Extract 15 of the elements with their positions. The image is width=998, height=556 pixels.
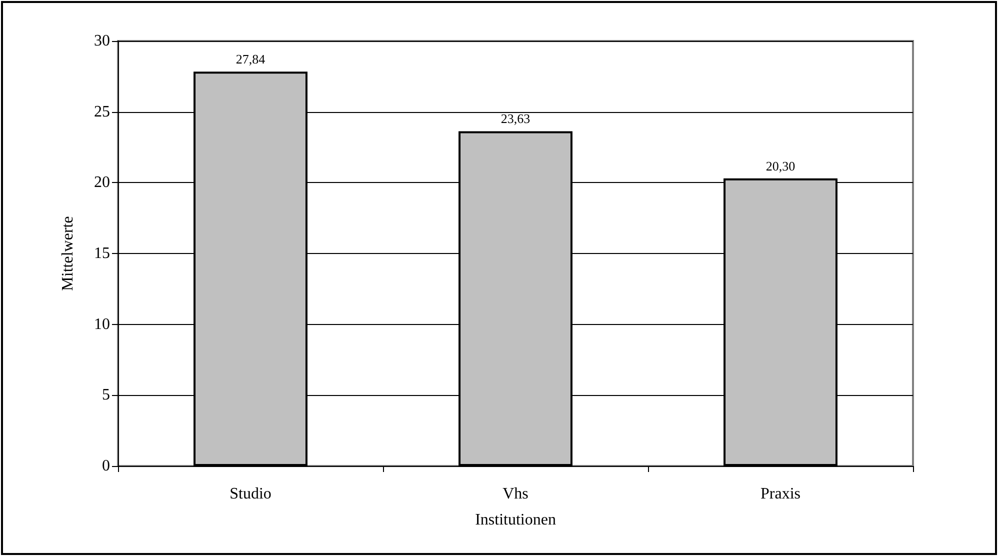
y-tick-label: 20 (94, 174, 110, 192)
x-tick-label: Studio (230, 486, 272, 502)
y-tick-label: 30 (94, 32, 110, 50)
data-label: 23,63 (500, 111, 530, 126)
y-tick-label: 15 (94, 245, 110, 262)
y-tick-label: 5 (102, 386, 110, 404)
x-axis-title: Institutionen (475, 512, 556, 528)
y-tick-label: 25 (94, 103, 110, 120)
y-axis-title: Mittelwerte (60, 216, 76, 291)
y-tick-label: 10 (94, 316, 110, 333)
x-tick-label: Praxis (760, 486, 800, 502)
y-tick-label: 0 (102, 458, 110, 474)
x-tick-label: Vhs (502, 486, 528, 502)
data-label: 20,30 (766, 158, 796, 174)
data-label: 27,84 (236, 52, 266, 67)
